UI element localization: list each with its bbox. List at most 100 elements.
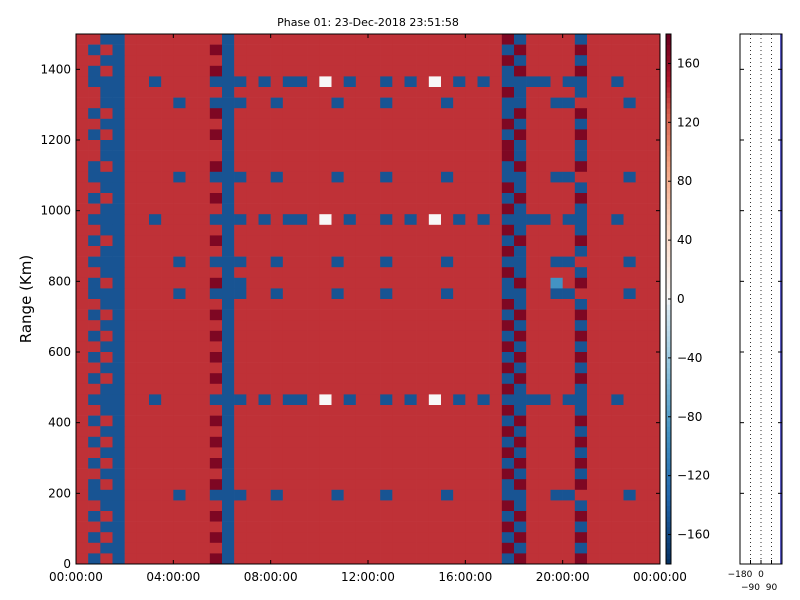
heatmap-cell	[343, 521, 357, 533]
heatmap-cell	[489, 373, 503, 385]
heatmap-cell	[112, 171, 125, 183]
heatmap-cell	[124, 44, 138, 56]
heatmap-cell	[149, 415, 162, 427]
colorbar-segment	[666, 373, 671, 379]
heatmap-cell	[489, 426, 503, 438]
heatmap-cell	[222, 193, 235, 204]
heatmap-cell	[173, 256, 186, 268]
heatmap-cell	[295, 182, 308, 194]
heatmap-cell	[124, 468, 138, 480]
heatmap-cell	[538, 34, 551, 45]
heatmap-cell	[307, 479, 320, 491]
heatmap-cell	[587, 277, 600, 289]
heatmap-cell	[307, 405, 320, 416]
heatmap-cell	[489, 352, 503, 363]
heatmap-cell	[404, 161, 417, 173]
heatmap-cell	[635, 288, 649, 300]
heatmap-cell	[343, 214, 357, 226]
heatmap-cell	[355, 500, 369, 512]
colorbar-segment	[666, 44, 671, 51]
heatmap-cell	[453, 246, 466, 257]
heatmap-cell	[526, 288, 539, 300]
heatmap-cell	[404, 405, 417, 416]
heatmap-cell	[295, 489, 308, 501]
heatmap-cell	[587, 330, 600, 342]
heatmap-cell	[647, 468, 661, 480]
heatmap-cell	[501, 214, 515, 226]
heatmap-cell	[599, 87, 612, 98]
heatmap-cell	[112, 214, 125, 226]
heatmap-cell	[623, 44, 636, 56]
heatmap-cell	[623, 479, 636, 491]
heatmap-cell	[88, 203, 101, 215]
heatmap-cell	[514, 489, 527, 501]
heatmap-cell	[173, 171, 186, 183]
heatmap-cell	[489, 44, 503, 56]
heatmap-cell	[368, 246, 381, 257]
heatmap-cell	[477, 362, 490, 374]
heatmap-cell	[100, 341, 113, 353]
heatmap-cell	[587, 34, 600, 45]
heatmap-cell	[599, 161, 612, 173]
heatmap-cell	[209, 129, 223, 141]
heatmap-cell	[246, 511, 259, 522]
heatmap-cell	[392, 352, 405, 363]
heatmap-cell	[173, 161, 186, 173]
heatmap-cell	[416, 511, 430, 522]
heatmap-cell	[355, 553, 369, 565]
heatmap-cell	[538, 288, 551, 300]
heatmap-cell	[295, 521, 308, 533]
heatmap-cell	[647, 341, 661, 353]
heatmap-cell	[416, 87, 430, 98]
heatmap-cell	[465, 108, 478, 120]
heatmap-cell	[355, 436, 369, 448]
heatmap-cell	[149, 214, 162, 226]
colorbar-segment	[666, 71, 671, 77]
heatmap-cell	[441, 532, 454, 544]
heatmap-cell	[635, 394, 649, 406]
heatmap-cell	[149, 161, 162, 173]
heatmap-cell	[562, 161, 576, 173]
heatmap-cell	[76, 511, 89, 522]
heatmap-cell	[611, 256, 624, 268]
heatmap-cell	[514, 521, 527, 533]
heatmap-cell	[222, 224, 235, 236]
heatmap-cell	[282, 468, 296, 480]
heatmap-cell	[647, 256, 661, 268]
heatmap-cell	[416, 468, 430, 480]
heatmap-cell	[428, 256, 442, 268]
heatmap-cell	[368, 129, 381, 141]
heatmap-cell	[209, 352, 223, 363]
heatmap-cell	[562, 65, 576, 77]
colorbar-tick-label: 80	[677, 174, 692, 188]
heatmap-cell	[161, 76, 174, 88]
heatmap-cell	[392, 436, 405, 448]
heatmap-cell	[197, 256, 211, 268]
heatmap-cell	[562, 150, 576, 162]
colorbar-segment	[666, 442, 671, 448]
heatmap-cell	[404, 394, 417, 406]
heatmap-cell	[234, 320, 247, 332]
heatmap-cell	[611, 521, 624, 533]
heatmap-cell	[161, 352, 174, 363]
heatmap-cell	[258, 542, 271, 554]
heatmap-cell	[453, 426, 466, 438]
heatmap-cell	[76, 383, 89, 395]
heatmap-cell	[465, 458, 478, 469]
heatmap-cell	[599, 500, 612, 512]
heatmap-cell	[404, 458, 417, 469]
heatmap-cell	[501, 468, 515, 480]
heatmap-cell	[270, 532, 284, 544]
heatmap-cell	[282, 553, 296, 565]
heatmap-cell	[355, 193, 369, 204]
heatmap-cell	[331, 34, 344, 45]
heatmap-cell	[319, 171, 332, 183]
heatmap-cell	[368, 87, 381, 98]
heatmap-cell	[258, 65, 271, 77]
heatmap-cell	[173, 468, 186, 480]
heatmap-cell	[550, 352, 563, 363]
heatmap-cell	[574, 140, 588, 151]
colorbar-segment	[666, 277, 671, 284]
heatmap-cell	[538, 309, 551, 321]
heatmap-cell	[149, 140, 162, 151]
